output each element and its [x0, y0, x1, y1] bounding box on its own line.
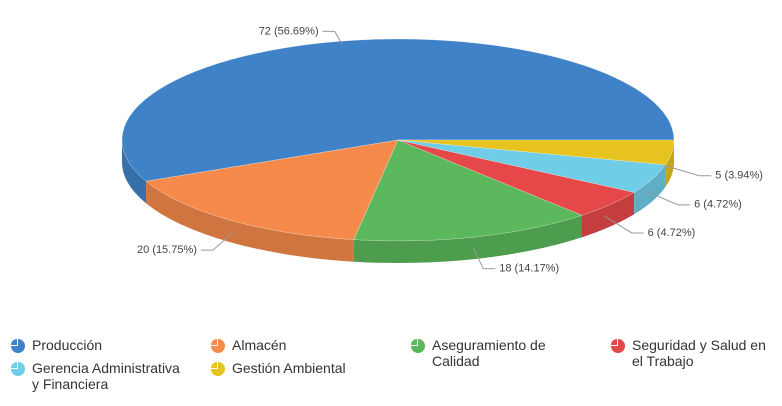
legend-item: Gestión Ambiental — [210, 360, 382, 377]
data-label: 6 (4.72%) — [648, 227, 696, 239]
legend-label: Aseguramiento de Calidad — [432, 337, 546, 369]
legend-item: Gerencia Administrativa y Financiera — [10, 360, 182, 392]
legend-icon-part — [211, 362, 217, 368]
legend-icon-part — [11, 362, 17, 368]
legend-icon — [11, 362, 25, 376]
legend-icon — [611, 339, 625, 353]
slice-side — [146, 181, 354, 262]
legend-icon-part — [11, 339, 17, 345]
slice-side — [582, 192, 635, 238]
data-label: 5 (3.94%) — [715, 170, 763, 182]
legend-icon-part — [611, 339, 617, 345]
leader-line — [663, 164, 712, 177]
slice-side — [634, 164, 666, 215]
legend-item: Producción — [10, 337, 182, 354]
legend-icon-part — [11, 339, 25, 353]
legend-icon-part — [411, 339, 417, 345]
legend-icon-part — [11, 362, 25, 376]
data-label: 72 (56.69%) — [259, 25, 319, 37]
data-label: 18 (14.17%) — [499, 263, 559, 275]
legend-icon — [11, 339, 25, 353]
slice-side — [353, 215, 583, 263]
chart: 72 (56.69%) 20 (15.75%) 18 (14.17%) 6 (4.72… — [121, 25, 763, 275]
data-label: 6 (4.72%) — [694, 199, 742, 211]
legend-icon-part — [211, 339, 217, 345]
legend-icon-part — [611, 339, 625, 353]
legend-icon-part — [211, 339, 225, 353]
leader-line — [472, 247, 496, 270]
legend-icon-part — [211, 362, 225, 376]
legend-item: Seguridad y Salud en el Trabajo — [610, 337, 780, 369]
slice — [397, 139, 675, 165]
legend-icon-part — [411, 339, 425, 353]
data-label: 20 (15.75%) — [137, 244, 197, 256]
slice-side — [122, 140, 147, 204]
slice-side — [665, 140, 674, 187]
legend-label: Gestión Ambiental — [232, 360, 346, 376]
legend-label: Producción — [32, 337, 103, 353]
leader-line — [644, 190, 691, 206]
slice — [145, 139, 399, 240]
legend-icon — [211, 339, 225, 353]
leader-line — [603, 215, 644, 234]
legend-item: Almacén — [210, 337, 382, 354]
legend-icon — [411, 339, 425, 353]
legend-label: Almacén — [232, 337, 287, 353]
legend-icon — [211, 362, 225, 376]
legend-label: Seguridad y Salud en el Trabajo — [632, 337, 766, 369]
leader-line — [200, 230, 236, 251]
leader-line — [322, 30, 343, 45]
legend-label: Gerencia Administrativa y Financiera — [32, 360, 180, 392]
slice — [353, 139, 583, 242]
legend-item: Aseguramiento de Calidad — [410, 337, 582, 369]
